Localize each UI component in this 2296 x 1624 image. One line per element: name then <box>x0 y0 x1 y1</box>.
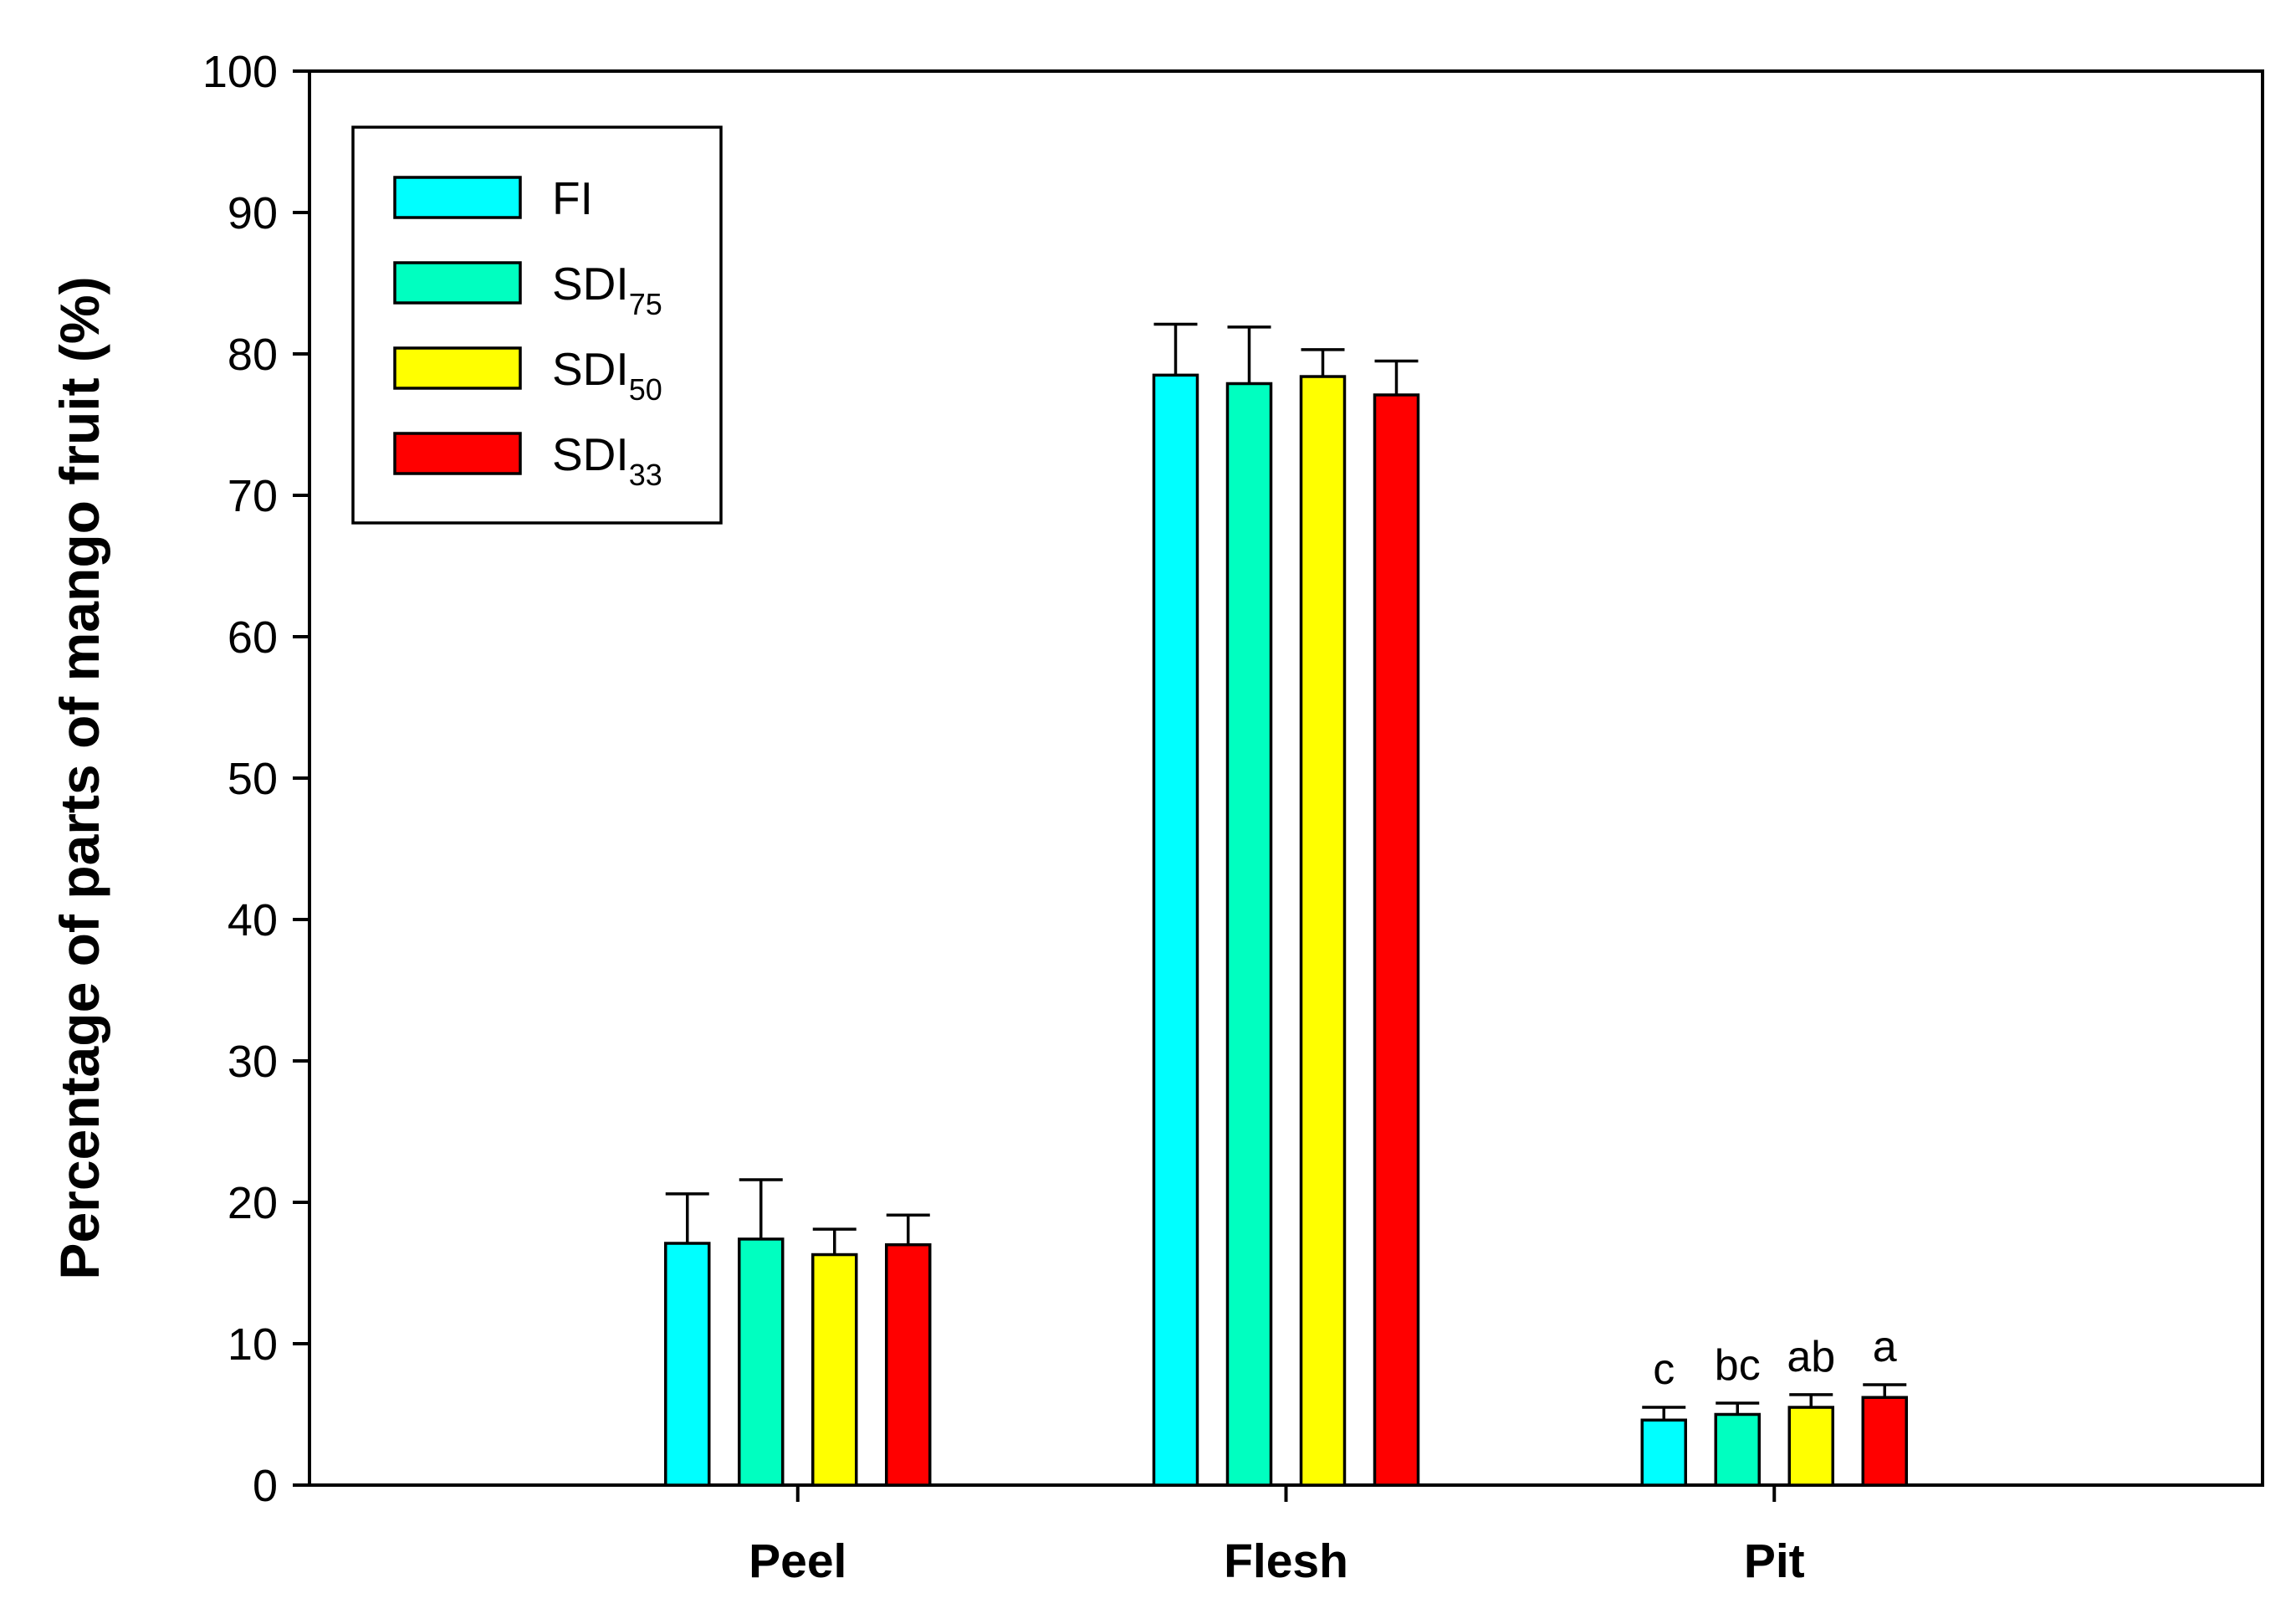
legend-swatch-sdi50 <box>393 346 522 390</box>
significance-label-0: c <box>1653 1345 1675 1394</box>
bar-pit-fi <box>1640 1418 1687 1487</box>
error-bars-group <box>665 322 1907 1421</box>
significance-label-3: a <box>1873 1323 1897 1371</box>
significance-label-2: ab <box>1787 1333 1835 1381</box>
y-tick-label-100: 100 <box>202 47 278 97</box>
y-tick-label-0: 0 <box>253 1461 278 1511</box>
bar-pit-sdi75 <box>1714 1412 1761 1487</box>
y-tick-label-30: 30 <box>228 1037 278 1087</box>
legend-swatch-sdi75 <box>393 261 522 305</box>
bar-flesh-sdi50 <box>1299 375 1347 1487</box>
bar-peel-sdi50 <box>811 1253 858 1487</box>
legend-swatch-sdi33 <box>393 432 522 475</box>
x-category-label-peel: Peel <box>749 1534 846 1588</box>
legend-label-sdi75: SDI75 <box>552 258 662 321</box>
bars-group <box>664 373 1908 1487</box>
significance-labels-group: c bc ab a <box>1653 1323 1897 1394</box>
bar-pit-sdi33 <box>1861 1396 1908 1487</box>
significance-label-1: bc <box>1715 1341 1761 1390</box>
y-tick-label-60: 60 <box>228 612 278 663</box>
y-tick-label-80: 80 <box>228 330 278 380</box>
y-tick-label-20: 20 <box>228 1178 278 1228</box>
bar-peel-fi <box>664 1242 711 1487</box>
legend: FI SDI75 SDI50 SDI33 <box>351 126 723 525</box>
bar-pit-sdi50 <box>1787 1406 1834 1487</box>
y-tick-label-40: 40 <box>228 895 278 945</box>
bar-peel-sdi75 <box>738 1237 785 1487</box>
y-tick-label-10: 10 <box>228 1319 278 1370</box>
bar-flesh-sdi75 <box>1225 382 1273 1487</box>
x-category-label-pit: Pit <box>1744 1534 1805 1588</box>
y-tick-label-70: 70 <box>228 471 278 521</box>
legend-label-fi: FI <box>552 172 593 224</box>
y-axis-title: Percentage of parts of mango fruit (%) <box>49 276 110 1279</box>
legend-label-sdi33: SDI33 <box>552 428 662 492</box>
y-tick-label-90: 90 <box>228 188 278 238</box>
legend-label-sdi50: SDI50 <box>552 343 662 407</box>
y-tick-label-50: 50 <box>228 754 278 804</box>
bar-peel-sdi33 <box>885 1242 932 1487</box>
bar-flesh-sdi33 <box>1373 393 1420 1487</box>
bar-flesh-fi <box>1152 373 1199 1487</box>
legend-swatch-fi <box>393 176 522 219</box>
x-category-label-flesh: Flesh <box>1224 1534 1348 1588</box>
axes-group: 0 10 20 30 40 50 60 70 80 90 100 Peel Flesh Pit <box>202 47 2264 1588</box>
